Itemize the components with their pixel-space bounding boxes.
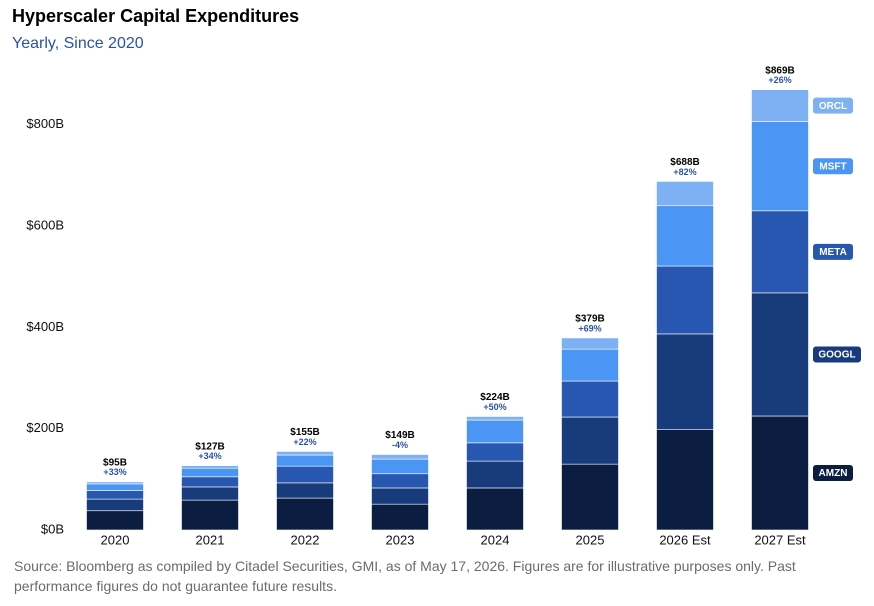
bar-segment — [466, 419, 524, 444]
x-tick-label: 2026 Est — [659, 532, 711, 547]
growth-label: +26% — [768, 75, 791, 85]
legend-badge — [813, 465, 853, 481]
bar-segment — [276, 454, 334, 467]
bar-segment — [466, 460, 524, 489]
bar-segment — [181, 476, 239, 488]
y-tick-label: $600B — [26, 217, 64, 232]
bar-segment — [86, 490, 144, 500]
bar-segment — [276, 482, 334, 499]
bar-segment — [561, 380, 619, 418]
bar-segment — [751, 210, 809, 294]
bar-segment — [751, 121, 809, 212]
bar-segment — [276, 451, 334, 456]
bar-segment — [656, 205, 714, 267]
bar-segment — [561, 348, 619, 382]
bar-segment — [181, 467, 239, 478]
bar-segment — [276, 465, 334, 484]
source-note: Source: Bloomberg as compiled by Citadel… — [14, 558, 796, 594]
bar-segment — [371, 458, 429, 475]
y-tick-label: $800B — [26, 116, 64, 131]
bar-segment — [751, 89, 809, 122]
bar-segment — [466, 442, 524, 462]
x-tick-label: 2021 — [196, 532, 225, 547]
x-tick-label: 2020 — [101, 532, 130, 547]
total-label: $155B — [290, 427, 319, 438]
total-label: $688B — [670, 157, 699, 168]
x-tick-label: 2024 — [481, 532, 510, 547]
bar-segment — [181, 499, 239, 531]
bar-segment — [86, 481, 144, 485]
bar-segment — [371, 487, 429, 505]
chart-subtitle: Yearly, Since 2020 — [12, 35, 144, 52]
bar-segment — [751, 415, 809, 531]
bar-segment — [371, 454, 429, 460]
bar-segment — [656, 333, 714, 430]
bar-segment — [86, 510, 144, 531]
bar-segment — [466, 487, 524, 531]
bar-segment — [181, 486, 239, 501]
growth-label: +82% — [673, 167, 696, 177]
growth-label: +22% — [293, 437, 316, 447]
bar-segment — [276, 497, 334, 531]
legend-label: GOOGL — [818, 350, 855, 361]
legend-badge — [813, 346, 861, 363]
y-tick-label: $400B — [26, 319, 64, 334]
bar-segment — [656, 429, 714, 531]
y-tick-label: $0B — [41, 521, 64, 536]
total-label: $869B — [765, 65, 794, 76]
total-label: $224B — [480, 392, 509, 403]
bar-segment — [561, 463, 619, 531]
legend-label: MSFT — [819, 161, 846, 172]
bar-segment — [466, 416, 524, 421]
growth-label: +69% — [578, 323, 601, 333]
bar-segment — [561, 416, 619, 465]
growth-label: +50% — [483, 402, 506, 412]
legend-label: ORCL — [819, 101, 847, 112]
y-tick-label: $200B — [26, 420, 64, 435]
bar-segment — [86, 498, 144, 512]
bar-segment — [751, 292, 809, 417]
total-label: $95B — [103, 458, 127, 469]
x-tick-label: 2022 — [291, 532, 320, 547]
legend-badge — [813, 243, 853, 260]
growth-label: +34% — [198, 451, 221, 461]
bar-segment — [561, 337, 619, 350]
total-label: $127B — [195, 441, 224, 452]
chart-title: Hyperscaler Capital Expenditures — [12, 6, 299, 26]
x-tick-label: 2027 Est — [754, 532, 806, 547]
bar-segment — [656, 181, 714, 207]
bar-segment — [656, 265, 714, 335]
legend-badge — [813, 158, 853, 175]
bar-segment — [371, 503, 429, 531]
growth-label: +33% — [103, 467, 126, 477]
x-tick-label: 2025 — [576, 532, 605, 547]
total-label: $149B — [385, 430, 414, 441]
bar-segment — [181, 465, 239, 469]
bar-segment — [86, 483, 144, 491]
legend-badge — [813, 97, 853, 114]
growth-label: -4% — [392, 440, 408, 450]
total-label: $379B — [575, 314, 604, 325]
legend-label: META — [819, 247, 847, 258]
legend-label: AMZN — [819, 468, 848, 479]
bar-segment — [371, 473, 429, 489]
x-tick-label: 2023 — [386, 532, 415, 547]
